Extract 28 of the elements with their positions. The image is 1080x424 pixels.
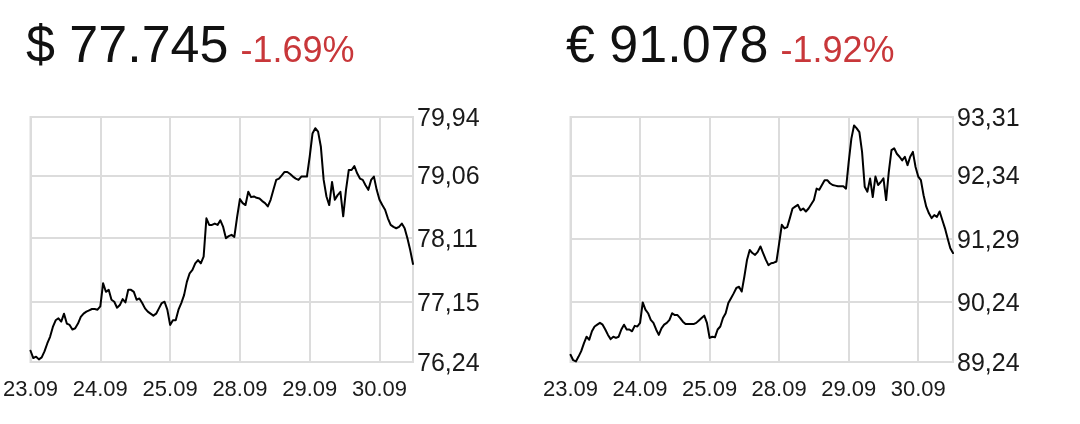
- x-tick-label: 29.09: [282, 375, 338, 401]
- x-tick-label: 23.09: [3, 375, 59, 401]
- x-tick-label: 28.09: [751, 375, 807, 401]
- x-tick-label: 24.09: [612, 375, 668, 401]
- y-tick-label: 78,11: [417, 224, 478, 253]
- x-tick-label: 25.09: [682, 375, 738, 401]
- y-tick-label: 79,06: [417, 161, 480, 190]
- x-tick-label: 25.09: [142, 375, 198, 401]
- chart-title: € 91.078: [566, 15, 769, 73]
- x-tick-label: 28.09: [212, 375, 268, 401]
- y-tick-label: 79,94: [417, 103, 480, 131]
- chart-title: $ 77.745: [26, 15, 229, 73]
- chart-subtitle: -1.92%: [780, 29, 895, 70]
- y-tick-label: 90,24: [957, 287, 1020, 316]
- y-tick-label: 89,24: [957, 348, 1020, 376]
- y-tick-label: 77,15: [417, 287, 480, 316]
- line-series: [29, 127, 414, 361]
- x-tick-label: 30.09: [351, 375, 408, 401]
- y-tick-label: 76,24: [417, 348, 480, 376]
- y-tick-label: 91,29: [957, 224, 1020, 253]
- x-tick-label: 24.09: [72, 375, 128, 401]
- x-tick-label: 29.09: [821, 375, 877, 401]
- y-tick-label: 92,34: [957, 161, 1020, 190]
- x-tick-label: 30.09: [890, 375, 946, 401]
- x-tick-label: 23.09: [543, 375, 599, 401]
- line-series: [569, 124, 954, 363]
- chart-subtitle: -1.69%: [240, 29, 355, 70]
- y-tick-label: 93,31: [957, 103, 1020, 131]
